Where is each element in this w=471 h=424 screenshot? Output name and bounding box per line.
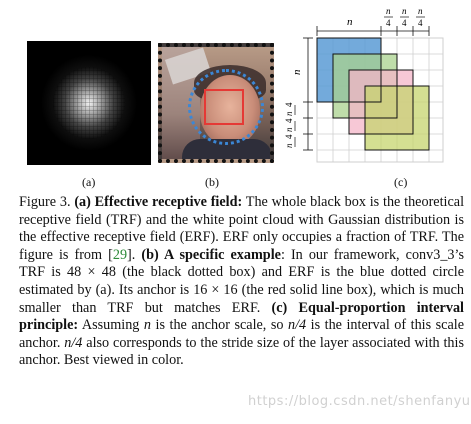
left-quarter-num-3: n bbox=[284, 143, 294, 148]
erf-noise bbox=[53, 67, 125, 139]
olive-square-border bbox=[364, 85, 430, 151]
top-n-label: n bbox=[347, 16, 353, 28]
top-quarter-num-3: n bbox=[418, 6, 423, 16]
caption-c-text3: is the interval of this scale anchor. bbox=[19, 317, 464, 351]
left-quarter-num-2: n bbox=[284, 127, 294, 132]
caption-a-title: (a) Effective receptive field: bbox=[74, 194, 243, 210]
panel-b-label: (b) bbox=[205, 175, 219, 189]
caption-b-text: : In our framework, conv3_3’s TRF is 48 … bbox=[19, 246, 464, 316]
erf-blue-dotted-circle bbox=[188, 69, 264, 145]
erf-glow bbox=[27, 41, 151, 165]
interval-diagram-svg: n n 4 n 4 n 4 n bbox=[284, 6, 444, 163]
left-quarter-den-1: 4 bbox=[284, 102, 294, 107]
pink-square-border bbox=[348, 69, 414, 135]
figure-panels: (a) (b) n bbox=[0, 0, 471, 190]
left-n-label: n bbox=[291, 69, 303, 75]
shirt-shape bbox=[182, 139, 270, 159]
top-quarter-den-1: 4 bbox=[386, 18, 391, 28]
caption-c-n4b: n/4 bbox=[64, 334, 83, 351]
face-example-image bbox=[158, 43, 274, 163]
caption-a-text: The whole black box is the theoretical r… bbox=[19, 194, 465, 263]
figure-caption: Figure 3. (a) Effective receptive field:… bbox=[19, 194, 464, 370]
watermark-text: https://blog.csdn.net/shenfanyue bbox=[248, 394, 471, 409]
caption-c-text2: is the anchor scale, so bbox=[151, 317, 288, 334]
caption-c-n4: n/4 bbox=[288, 317, 307, 334]
caption-ref-link[interactable]: 29 bbox=[112, 246, 128, 263]
caption-a-end: ]. bbox=[127, 246, 142, 263]
erf-heatmap-image bbox=[27, 41, 151, 165]
top-quarter-den-2: 4 bbox=[402, 18, 407, 28]
top-quarter-num-2: n bbox=[402, 6, 407, 16]
left-quarter-num-1: n bbox=[284, 111, 294, 116]
panel-c-label: (c) bbox=[394, 175, 408, 189]
caption-c-title: (c) Equal-proportion interval principle: bbox=[19, 299, 464, 334]
panel-a-label: (a) bbox=[82, 175, 96, 189]
caption-c-text1: Assuming bbox=[78, 317, 144, 334]
caption-c-n: n bbox=[143, 317, 152, 334]
caption-fig-label: Figure 3. bbox=[19, 194, 71, 210]
left-quarter-den-2: 4 bbox=[284, 118, 294, 123]
caption-c-text4: also corresponds to the stride size of t… bbox=[19, 334, 464, 369]
anchor-interval-diagram: n n 4 n 4 n 4 n bbox=[280, 0, 471, 190]
top-quarter-num-1: n bbox=[386, 6, 391, 16]
top-quarter-den-3: 4 bbox=[418, 18, 423, 28]
left-quarter-den-3: 4 bbox=[284, 134, 294, 139]
caption-b-title: (b) A specific example bbox=[141, 246, 281, 263]
anchor-red-box bbox=[204, 89, 244, 125]
